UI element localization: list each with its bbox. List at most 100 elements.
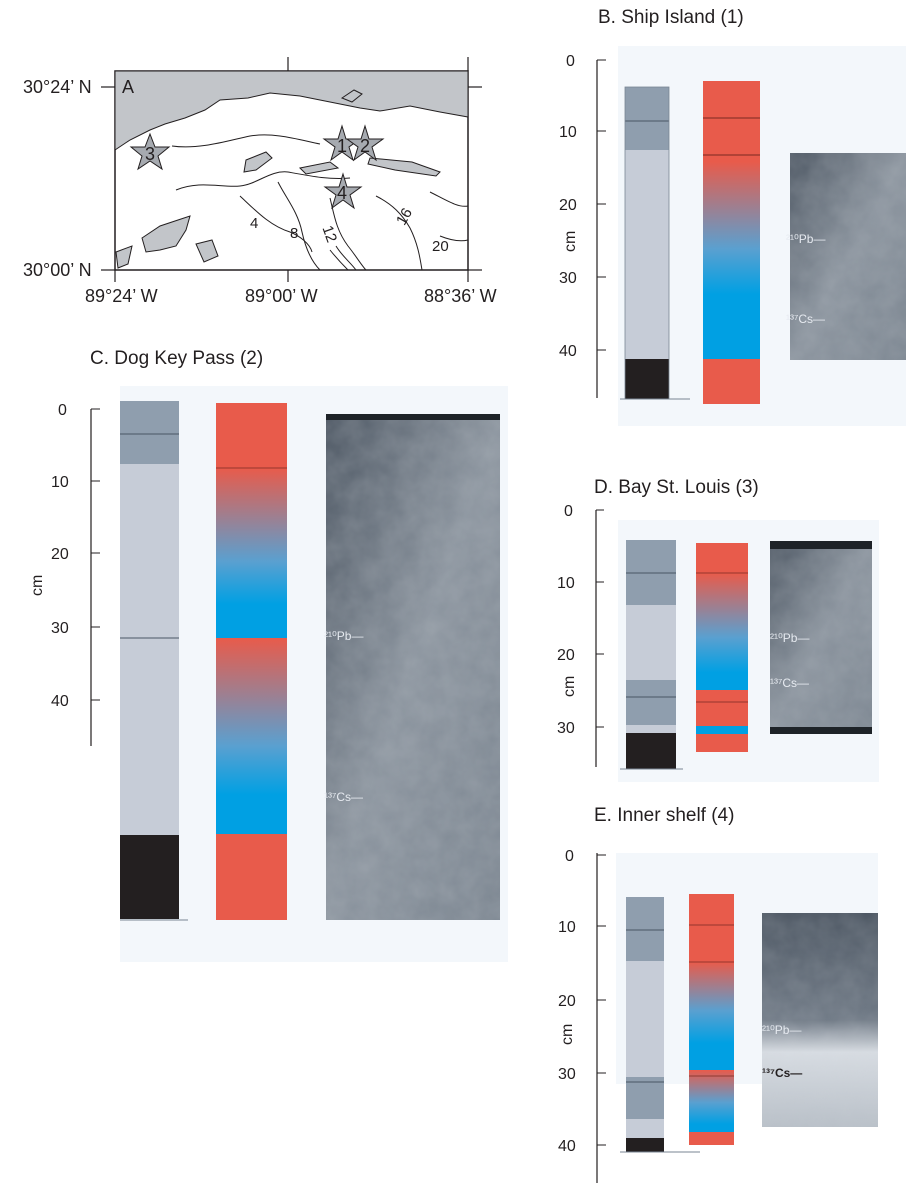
map-panel-a: 1 2 3 4 4 8 12 16 20 A 30°24’ N 30°00’ N…: [23, 57, 497, 306]
map-peninsula: [141, 215, 191, 253]
depth-axis-label: cm: [561, 676, 578, 697]
lon-label-east: 88°36’ W: [424, 286, 497, 306]
station-label-2: 2: [360, 136, 370, 156]
depth-tick-label: 0: [58, 402, 67, 419]
depth-tick-label: 10: [557, 575, 575, 592]
xray-label-pb: ²¹⁰Pb—: [324, 629, 363, 643]
depth-axis-label: cm: [559, 1024, 576, 1045]
sediment-layer: [696, 573, 748, 690]
core-panel-e: E. Inner shelf (4) 0 10 20 30 40 cm: [558, 805, 878, 1183]
depth-tick-label: 40: [51, 693, 69, 710]
litho-layer: [626, 725, 676, 733]
depth-tick-label: 20: [557, 647, 575, 664]
litho-layer: [626, 573, 676, 605]
litho-layer: [120, 464, 179, 835]
map-panel-label: A: [122, 77, 134, 97]
sediment-layer: [689, 1124, 734, 1132]
depth-tick-label: 10: [559, 124, 577, 141]
map-contour: [171, 134, 321, 148]
sediment-layer: [689, 1132, 734, 1145]
map-peninsula: [195, 239, 219, 263]
map-contour: [175, 171, 351, 191]
map-peninsula: [115, 245, 133, 269]
xray-label-cs: ¹³⁷Cs—: [786, 312, 825, 326]
depth-tick-label: 40: [559, 343, 577, 360]
litho-layer: [626, 733, 676, 769]
xray-label-pb: ²¹⁰Pb—: [770, 631, 809, 645]
depth-tick-label: 30: [559, 270, 577, 287]
litho-layer: [626, 1138, 664, 1152]
depth-tick-label: 10: [51, 474, 69, 491]
panel-title-c: C. Dog Key Pass (2): [90, 348, 263, 369]
sediment-layer: [216, 403, 287, 468]
sediment-layer: [696, 690, 748, 730]
xray-label-cs: ¹³⁷Cs—: [770, 676, 809, 690]
map-coast-land: [114, 70, 469, 151]
depth-axis-label: cm: [562, 231, 579, 252]
lon-label-west: 89°24’ W: [85, 286, 158, 306]
xray-label-pb: ²¹⁰Pb—: [762, 1023, 801, 1037]
lat-label-north: 30°24’ N: [23, 77, 92, 97]
core-panel-c: C. Dog Key Pass (2) 0 10 20 30 40 cm ²¹⁰: [29, 348, 508, 962]
sediment-layer: [696, 543, 748, 573]
map-contour: [329, 197, 367, 271]
depth-tick-label: 20: [559, 197, 577, 214]
xray-label-cs: ¹³⁷Cs—: [762, 1066, 802, 1080]
station-star-4: [323, 172, 363, 210]
contour-label: 4: [250, 215, 258, 232]
core-panel-d: D. Bay St. Louis (3) 0 10 20 30 cm: [557, 477, 879, 782]
depth-tick-label: 40: [558, 1138, 576, 1155]
station-label-4: 4: [337, 183, 347, 203]
sediment-layer: [696, 734, 748, 752]
litho-layer: [626, 897, 664, 930]
sediment-layer: [689, 1070, 734, 1124]
station-star-2: [345, 124, 385, 162]
map-contour: [429, 191, 469, 207]
contour-label: 8: [290, 225, 298, 242]
litho-layer: [626, 961, 664, 1077]
sediment-layer: [689, 962, 734, 1070]
sediment-layer: [216, 468, 287, 638]
litho-layer: [626, 1119, 664, 1138]
depth-tick-label: 30: [558, 1066, 576, 1083]
litho-layer: [626, 1077, 664, 1119]
depth-axis-label: cm: [29, 575, 46, 596]
depth-tick-label: 0: [564, 503, 573, 520]
station-star-3: [129, 132, 171, 171]
panel-title-b: B. Ship Island (1): [598, 7, 744, 28]
litho-layer: [625, 121, 669, 150]
panel-title-e: E. Inner shelf (4): [594, 805, 734, 826]
contour-label: 16: [393, 205, 416, 228]
map-island: [340, 89, 363, 103]
depth-ticks: [91, 408, 100, 701]
depth-tick-label: 30: [51, 620, 69, 637]
depth-tick-label: 10: [558, 919, 576, 936]
map-island: [243, 151, 273, 173]
map-island: [367, 157, 441, 177]
contour-label: 12: [318, 223, 340, 244]
litho-layer: [625, 359, 669, 399]
lon-label-center: 89°00’ W: [245, 286, 318, 306]
sediment-layer: [696, 726, 748, 734]
depth-tick-label: 30: [557, 720, 575, 737]
depth-tick-label: 0: [565, 848, 574, 865]
xray-label-pb: ²¹⁰Pb—: [786, 232, 825, 246]
depth-ticks: [596, 509, 604, 728]
depth-tick-label: 0: [566, 53, 575, 70]
lat-label-south: 30°00’ N: [23, 260, 92, 280]
sediment-layer: [689, 894, 734, 962]
litho-layer: [120, 401, 179, 434]
map-contour: [439, 235, 469, 242]
litho-layer: [120, 835, 179, 919]
map-contour: [329, 245, 357, 271]
core-panel-b: B. Ship Island (1) 0 10 20 30 40 cm ²¹⁰P…: [559, 7, 906, 426]
panel-title-d: D. Bay St. Louis (3): [594, 477, 759, 498]
litho-layer: [120, 434, 179, 464]
station-label-1: 1: [337, 136, 347, 156]
map-contour: [239, 195, 313, 253]
map-contour: [375, 195, 423, 271]
station-label-3: 3: [145, 144, 155, 164]
contour-label: 20: [432, 238, 449, 255]
depth-ticks: [597, 59, 606, 351]
